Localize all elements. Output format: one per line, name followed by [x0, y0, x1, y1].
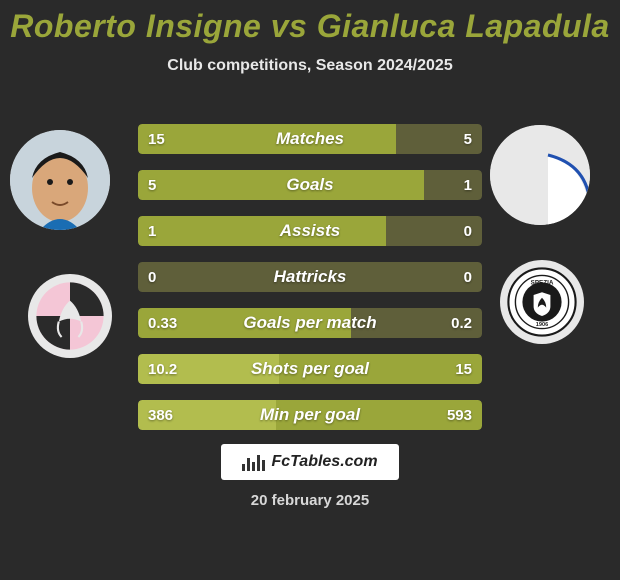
player-right-avatar	[490, 125, 590, 225]
svg-text:SPEZIA: SPEZIA	[531, 280, 554, 287]
stat-value-right: 0.2	[441, 308, 482, 338]
stat-label: Min per goal	[138, 400, 482, 430]
stat-label: Hattricks	[138, 262, 482, 292]
svg-text:1906: 1906	[536, 322, 548, 328]
stat-value-right: 0	[454, 216, 482, 246]
stat-row: 386 Min per goal 593	[138, 400, 482, 430]
stat-label: Goals per match	[138, 308, 482, 338]
stat-label: Shots per goal	[138, 354, 482, 384]
player-left-avatar	[10, 130, 110, 230]
stat-value-right: 1	[454, 170, 482, 200]
stat-label: Goals	[138, 170, 482, 200]
chart-icon	[242, 453, 265, 471]
stat-value-right: 593	[437, 400, 482, 430]
club-left-badge	[28, 274, 112, 358]
stat-row: 1 Assists 0	[138, 216, 482, 246]
footer-brand: FcTables.com	[221, 444, 399, 480]
stat-value-right: 15	[445, 354, 482, 384]
club-right-badge: SPEZIA 1906	[500, 260, 584, 344]
stats-bars: 15 Matches 5 5 Goals 1 1 Assists 0 0 Hat…	[138, 124, 482, 446]
stat-row: 0 Hattricks 0	[138, 262, 482, 292]
subtitle: Club competitions, Season 2024/2025	[0, 57, 620, 75]
footer-brand-text: FcTables.com	[271, 453, 377, 471]
footer-date: 20 february 2025	[251, 492, 369, 509]
stat-row: 10.2 Shots per goal 15	[138, 354, 482, 384]
stat-row: 15 Matches 5	[138, 124, 482, 154]
page-title: Roberto Insigne vs Gianluca Lapadula	[0, 0, 620, 45]
stat-label: Matches	[138, 124, 482, 154]
stat-value-right: 5	[454, 124, 482, 154]
stat-row: 0.33 Goals per match 0.2	[138, 308, 482, 338]
stat-value-right: 0	[454, 262, 482, 292]
stat-row: 5 Goals 1	[138, 170, 482, 200]
stat-label: Assists	[138, 216, 482, 246]
